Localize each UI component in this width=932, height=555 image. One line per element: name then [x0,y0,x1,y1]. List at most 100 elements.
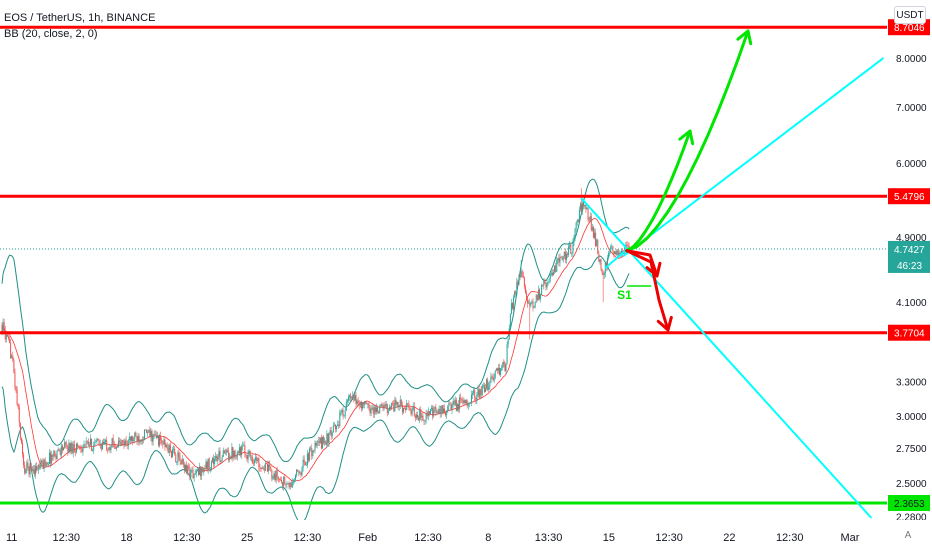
candle [326,430,328,448]
candle [278,477,280,483]
candle-body [410,410,412,415]
candle-body [104,442,106,445]
candle-body [242,445,244,447]
candle-body [396,402,398,405]
candle [349,394,351,402]
candle-body [444,408,445,413]
candle-body [474,390,476,398]
candle-body [611,246,613,247]
candle-body [365,401,367,404]
candle [222,447,224,457]
candle-body [7,336,9,339]
candle-body [391,403,393,409]
candle [553,269,555,276]
candle [454,396,456,406]
currency-button[interactable]: USDT [894,6,926,24]
candle [406,399,408,411]
candle [395,397,397,407]
candle [181,455,183,465]
candle-body [234,450,236,458]
indicator-title[interactable]: BB (20, close, 2, 0) [4,28,98,40]
candle [435,404,437,417]
candle-body [228,451,230,460]
candle [305,462,307,466]
candle [109,443,111,453]
candle [478,385,480,400]
time-axis[interactable]: 11 12:30 18 12:30 25 12:30 Feb 12:30 8 13:30 15 12:… [0,520,932,550]
candle [177,450,179,466]
candle [328,432,330,447]
candle [302,455,304,472]
candle-body [136,436,138,442]
candle-body [392,403,394,404]
candle-body [289,482,291,488]
candle [124,438,126,448]
candle-body [59,451,61,456]
candle-body [113,443,115,448]
candle-body [40,460,42,468]
auto-scale-button[interactable]: A [904,530,912,541]
candle [489,380,491,390]
candle [248,449,250,457]
candle-body [421,415,423,418]
candle [388,404,390,412]
candle [260,467,262,472]
candle [473,387,475,396]
candle [64,439,66,449]
candle-body [98,440,100,446]
candle-body [286,483,288,485]
candle [318,436,320,446]
candle [247,449,249,464]
candle-body [358,403,360,406]
candle-body [475,397,477,402]
candle [13,357,15,374]
candle-body [101,441,103,450]
candle-body [363,402,365,405]
candle-body [55,455,57,459]
candle [381,402,383,408]
candle-body [77,443,79,447]
candle [199,462,201,476]
candle-body [237,451,239,454]
candle [224,448,226,455]
candle [448,401,450,411]
symbol-title[interactable]: EOS / TetherUS, 1h, BINANCE [4,12,156,24]
candle-body [221,456,223,461]
candle [46,462,48,466]
candle-body [18,407,20,423]
candle-body [323,436,325,444]
candle [515,290,517,296]
candle [275,469,277,484]
short-up-arrow [625,129,695,253]
candle [16,386,18,407]
candle-body [74,451,76,453]
candle [113,440,115,450]
price-axis[interactable]: 8.0000 7.0000 6.0000 4.9000 4.1000 3.3000 3.00… [887,0,932,550]
candle [427,407,429,421]
candle [230,455,232,459]
candle [51,450,53,467]
candle [110,444,112,454]
candle-body [163,439,165,445]
candle-body [406,402,408,411]
candle-body [192,469,194,479]
candle [410,407,412,417]
time-tick-label: 12:30 [776,532,804,544]
candle-body [250,457,252,458]
price-tick-label: 4.1000 [896,298,927,309]
candle [231,442,233,461]
candle-body [190,469,192,478]
candle [215,452,217,462]
candle-body [108,447,110,450]
candle-body [595,232,597,247]
candle [265,462,267,465]
candle [576,218,578,227]
candle-body [177,452,179,463]
candle [38,463,40,475]
candle-body [26,462,28,469]
price-tick-label: 8.0000 [896,54,927,65]
candle-body [324,441,326,444]
candle [407,402,409,406]
candle-body [120,442,122,446]
